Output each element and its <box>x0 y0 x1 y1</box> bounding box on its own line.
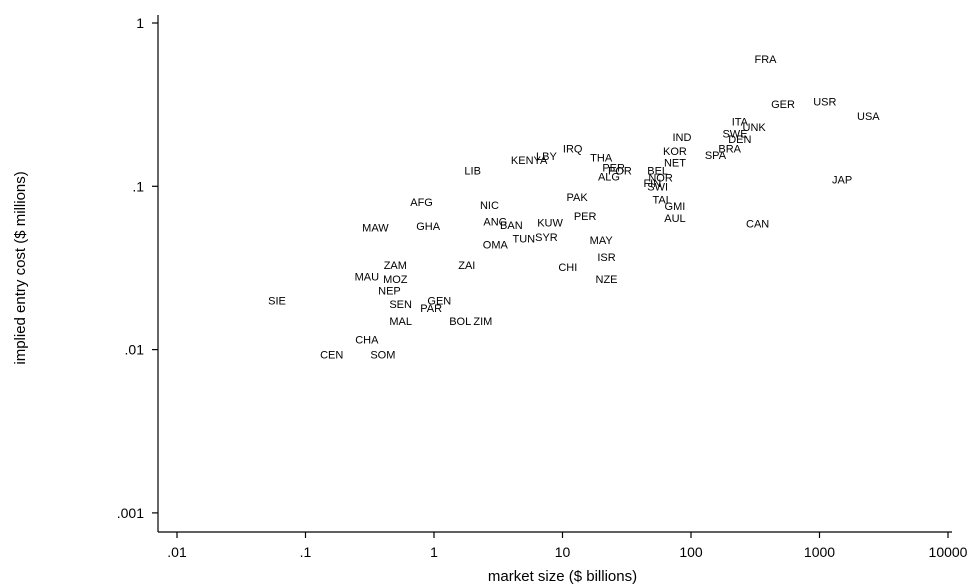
data-point-label: SYR <box>535 232 558 244</box>
data-point-label: PAR <box>420 303 442 315</box>
x-tick-label: 10000 <box>929 544 968 560</box>
data-point-label: ITA <box>732 116 749 128</box>
data-point-label: LIB <box>464 165 481 177</box>
data-point-label: MAL <box>389 316 412 328</box>
data-point-label: ZIM <box>473 316 492 328</box>
x-tick-label: 100 <box>679 544 703 560</box>
data-point-label: CHI <box>558 262 577 274</box>
data-point-label: GMI <box>665 201 686 213</box>
data-point-label: ZAI <box>458 260 475 272</box>
data-point-label: AUL <box>664 213 685 225</box>
data-point-label: KUW <box>537 218 563 230</box>
data-point-label: PER <box>602 163 625 175</box>
data-point-label: GHA <box>416 221 441 233</box>
data-point-label: THA <box>590 153 613 165</box>
data-point-label: KENYA <box>511 155 548 167</box>
data-point-label: KOR <box>663 146 687 158</box>
data-point-label: CHA <box>355 335 379 347</box>
data-point-label: SPA <box>705 150 727 162</box>
x-tick-label: 10 <box>555 544 571 560</box>
data-point-label: BOL <box>449 316 471 328</box>
data-point-label: ANG <box>483 216 507 228</box>
data-point-label: UNK <box>743 122 767 134</box>
data-point-label: CAN <box>746 219 769 231</box>
data-point-label: SWE <box>722 129 747 141</box>
x-tick-label: 1000 <box>804 544 835 560</box>
y-tick-label: .1 <box>132 178 144 194</box>
y-tick-label: 1 <box>136 15 144 31</box>
axes: .01 .1 1 10 100 1000 10000 .001 .01 .1 1 <box>117 15 968 560</box>
y-tick-label: .001 <box>117 505 144 521</box>
data-point-label: FIN <box>643 178 661 190</box>
y-axis-title: implied entry cost ($ millions) <box>12 171 29 364</box>
data-point-label: USA <box>857 111 880 123</box>
data-point-label: JAP <box>832 175 852 187</box>
data-point-label: GEN <box>427 295 451 307</box>
data-point-label: NOR <box>648 173 673 185</box>
data-point-label: NIC <box>480 200 499 212</box>
data-point-label: FRA <box>755 54 778 66</box>
x-tick-label: .01 <box>167 544 187 560</box>
data-point-label: GER <box>771 99 795 111</box>
x-tick-label: .1 <box>300 544 312 560</box>
data-point-label: SWI <box>647 181 668 193</box>
data-point-label: NEP <box>378 286 401 298</box>
data-point-label: AFG <box>410 197 433 209</box>
x-tick-label: 1 <box>430 544 438 560</box>
data-point-label: TAI <box>652 195 668 207</box>
data-point-label: POR <box>608 165 632 177</box>
data-point-label: PER <box>574 211 597 223</box>
data-point-label: ALG <box>598 171 620 183</box>
data-point-label: DEN <box>728 134 751 146</box>
data-point-label: LBY <box>536 151 557 163</box>
data-point-label: IRQ <box>563 144 583 156</box>
data-point-label: MAY <box>590 235 614 247</box>
data-point-label: BAN <box>500 220 523 232</box>
data-point-label: CEN <box>320 350 343 362</box>
data-point-label: PAK <box>567 192 589 204</box>
data-point-label: SIE <box>268 295 286 307</box>
y-tick-label: .01 <box>125 342 145 358</box>
data-point-label: SEN <box>389 299 412 311</box>
data-point-label: NZE <box>596 274 618 286</box>
data-point-label: IND <box>672 132 691 144</box>
data-point-label: USR <box>813 97 836 109</box>
data-point-label: NET <box>664 157 686 169</box>
data-point-label: SOM <box>370 350 395 362</box>
data-point-label: BEL <box>647 165 668 177</box>
data-point-label: ZAM <box>384 260 407 272</box>
data-point-label: BRA <box>718 144 741 156</box>
x-axis-title: market size ($ billions) <box>488 568 637 585</box>
data-point-label: MAU <box>355 272 380 284</box>
data-point-label: OMA <box>483 240 509 252</box>
data-point-label: MAW <box>362 222 389 234</box>
data-point-label: TUN <box>513 233 536 245</box>
data-point-label: ISR <box>597 252 615 264</box>
data-point-label: MOZ <box>383 274 408 286</box>
